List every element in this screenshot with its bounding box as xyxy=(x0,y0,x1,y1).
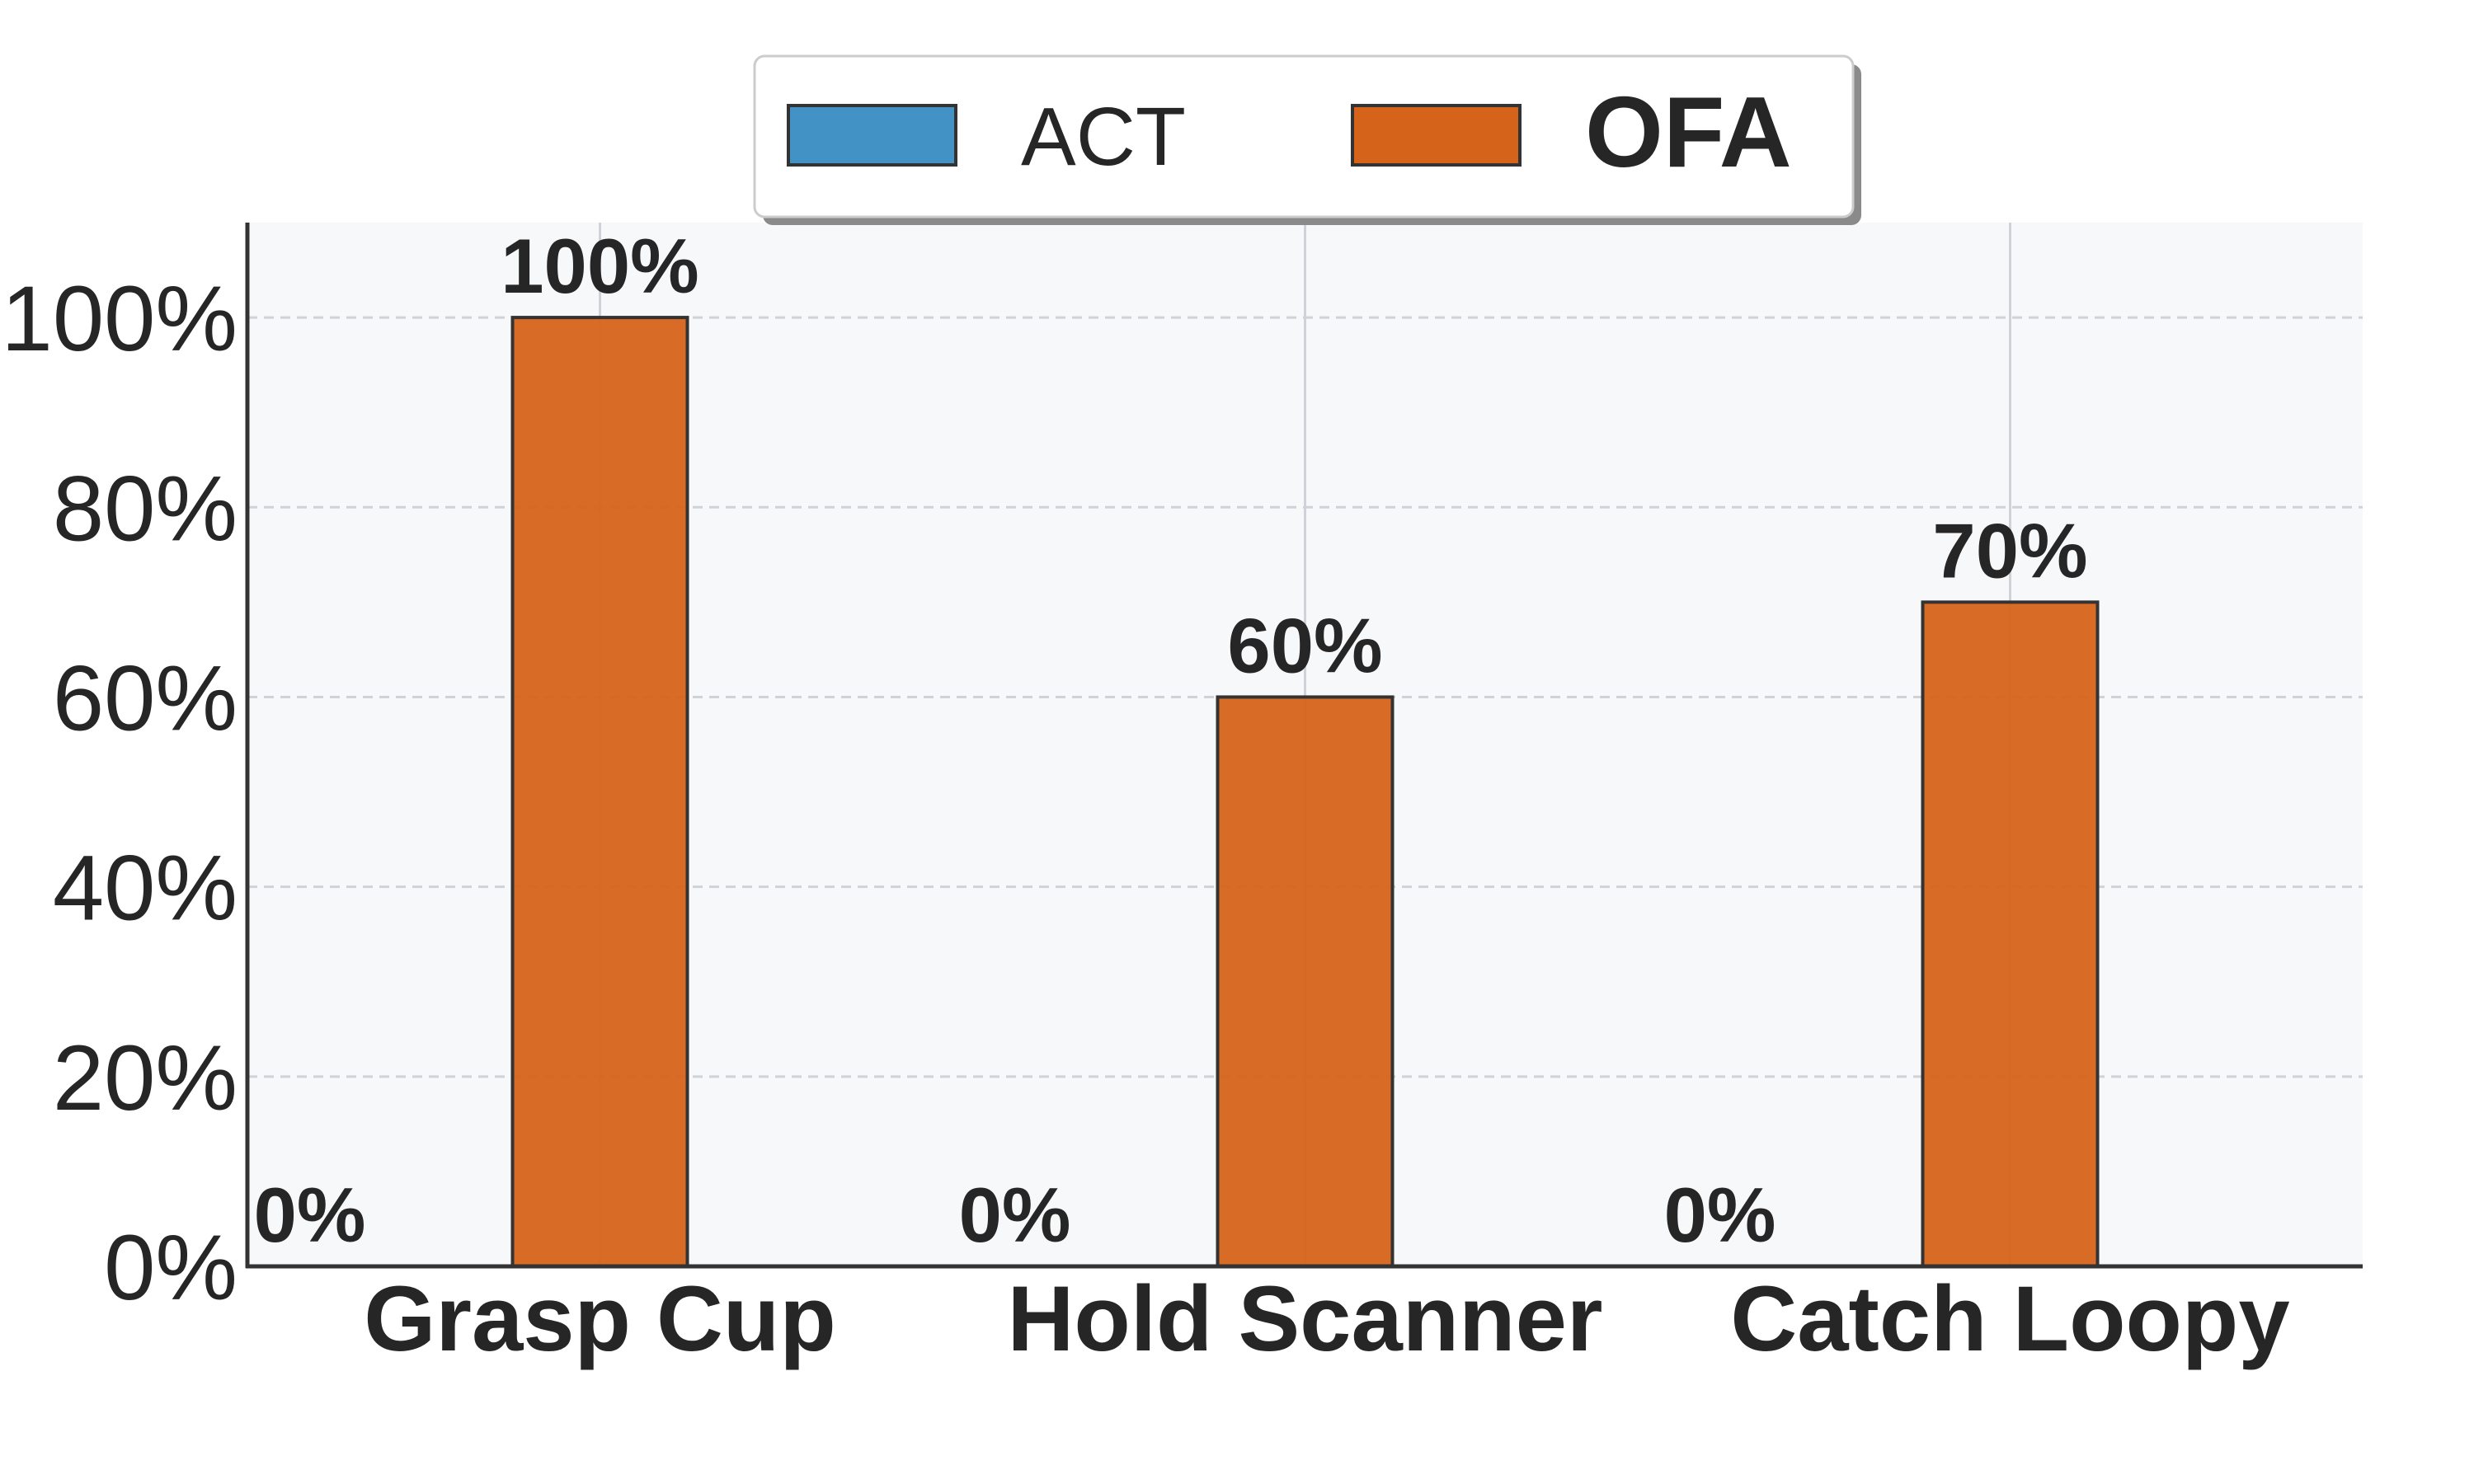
x-tick-label: Grasp Cup xyxy=(364,1267,836,1370)
data-label-act: 0% xyxy=(254,1172,366,1258)
y-tick-label: 100% xyxy=(2,267,238,370)
legend-swatch-act xyxy=(787,104,957,167)
legend-box xyxy=(753,54,1855,218)
data-label-ofa: 100% xyxy=(501,223,698,309)
axes xyxy=(245,223,2363,1269)
data-label-act: 0% xyxy=(1664,1172,1776,1258)
y-tick-label: 80% xyxy=(53,457,238,560)
bar-ofa xyxy=(510,316,689,1268)
data-label-ofa: 70% xyxy=(1932,507,2087,594)
bars xyxy=(510,316,2100,1268)
legend-label-ofa: OFA xyxy=(1585,76,1792,188)
x-tick-label: Catch Loopy xyxy=(1730,1267,2289,1370)
y-tick-label: 60% xyxy=(53,646,238,749)
x-tick-label: Hold Scanner xyxy=(1008,1267,1603,1370)
bar-ofa xyxy=(1921,600,2100,1268)
legend-label-act: ACT xyxy=(1021,91,1186,183)
data-labels: 0% 100% 0% 60% 0% 70% xyxy=(254,223,2088,1258)
y-tick-label: 0% xyxy=(104,1216,238,1319)
data-label-act: 0% xyxy=(959,1172,1071,1258)
y-tick-label: 40% xyxy=(53,837,238,940)
legend-swatch-ofa xyxy=(1351,104,1522,167)
y-tick-labels: 0% 20% 40% 60% 80% 100% xyxy=(2,267,238,1319)
data-label-ofa: 60% xyxy=(1227,602,1382,688)
x-tick-labels: Grasp Cup Hold Scanner Catch Loopy xyxy=(364,1267,2289,1370)
bar-ofa xyxy=(1216,695,1395,1268)
legend: ACT OFA xyxy=(753,54,1861,225)
y-tick-label: 20% xyxy=(53,1026,238,1129)
